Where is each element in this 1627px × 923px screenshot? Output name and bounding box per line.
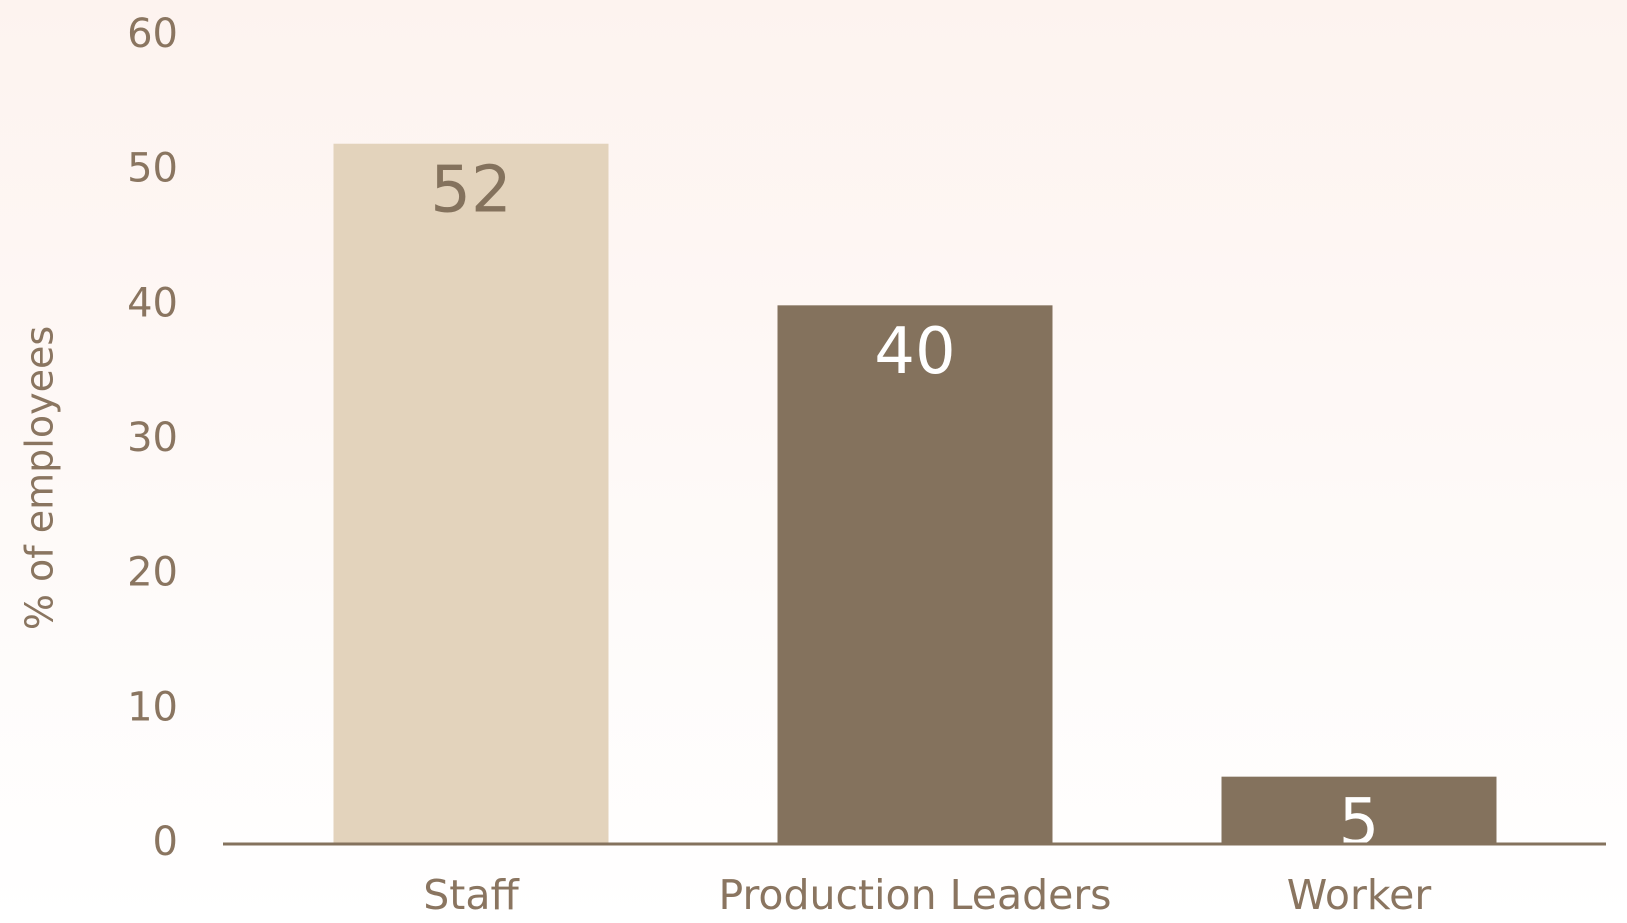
y-tick-label: 40 (127, 280, 178, 326)
value-label: 5 (1339, 786, 1380, 860)
bar (777, 305, 1053, 844)
y-tick-label: 30 (127, 415, 178, 461)
y-tick-label: 60 (127, 11, 178, 57)
bar (333, 143, 609, 844)
y-tick-label: 20 (127, 550, 178, 596)
y-axis-label: % of employees (18, 326, 62, 630)
y-tick-label: 10 (127, 684, 178, 730)
value-label: 40 (874, 315, 955, 389)
x-tick-label: Production Leaders (718, 871, 1111, 919)
x-tick-label: Staff (423, 871, 520, 919)
bar (1221, 776, 1497, 844)
x-tick-label: Worker (1287, 871, 1432, 919)
y-tick-label: 0 (153, 819, 178, 865)
value-label: 52 (430, 153, 511, 227)
y-tick-label: 50 (127, 146, 178, 192)
